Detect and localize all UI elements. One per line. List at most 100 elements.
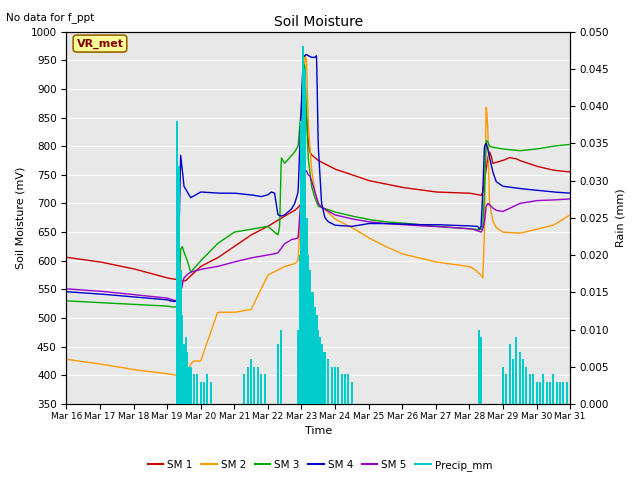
Bar bbox=[178, 166, 180, 404]
SM 2 bbox=[63, 357, 70, 362]
SM 3 bbox=[122, 301, 130, 307]
Line: SM 4: SM 4 bbox=[67, 55, 570, 301]
Text: VR_met: VR_met bbox=[76, 38, 124, 48]
SM 4 bbox=[276, 213, 284, 219]
Bar bbox=[556, 382, 557, 404]
Bar bbox=[280, 329, 282, 404]
Bar bbox=[340, 374, 343, 404]
Bar bbox=[317, 329, 319, 404]
Bar bbox=[314, 307, 316, 404]
Bar bbox=[348, 374, 349, 404]
Bar bbox=[253, 367, 255, 404]
SM 4 bbox=[287, 207, 294, 213]
SM 4 bbox=[102, 291, 109, 297]
SM 1 bbox=[566, 169, 574, 175]
Line: SM 5: SM 5 bbox=[67, 170, 570, 301]
SM 2 bbox=[180, 378, 188, 384]
Bar bbox=[545, 382, 548, 404]
Bar bbox=[188, 367, 190, 404]
Title: Soil Moisture: Soil Moisture bbox=[274, 15, 363, 29]
Bar bbox=[509, 345, 511, 404]
Bar bbox=[304, 69, 306, 404]
Bar bbox=[563, 382, 564, 404]
Bar bbox=[351, 382, 353, 404]
Bar bbox=[300, 121, 303, 404]
Bar bbox=[327, 360, 330, 404]
Bar bbox=[316, 314, 317, 404]
Bar bbox=[210, 382, 212, 404]
Bar bbox=[506, 374, 508, 404]
SM 1 bbox=[350, 173, 358, 179]
Bar bbox=[247, 367, 249, 404]
SM 2 bbox=[287, 262, 294, 268]
Bar bbox=[302, 47, 304, 404]
X-axis label: Time: Time bbox=[305, 426, 332, 436]
SM 5 bbox=[350, 216, 358, 222]
Bar bbox=[189, 367, 191, 404]
Bar bbox=[312, 292, 314, 404]
Bar bbox=[542, 374, 544, 404]
SM 2 bbox=[301, 52, 309, 58]
Bar bbox=[193, 374, 195, 404]
Bar bbox=[196, 374, 198, 404]
SM 5 bbox=[122, 291, 130, 297]
Bar bbox=[203, 382, 205, 404]
SM 4 bbox=[296, 142, 304, 148]
SM 1 bbox=[303, 113, 310, 119]
SM 4 bbox=[170, 299, 178, 304]
Bar bbox=[331, 367, 333, 404]
SM 4 bbox=[303, 52, 310, 58]
SM 1 bbox=[287, 210, 294, 216]
Bar bbox=[519, 352, 521, 404]
Bar bbox=[307, 255, 309, 404]
Y-axis label: Rain (mm): Rain (mm) bbox=[615, 189, 625, 247]
SM 2 bbox=[350, 226, 358, 231]
Bar bbox=[309, 270, 311, 404]
Bar bbox=[277, 345, 279, 404]
SM 3 bbox=[102, 300, 109, 306]
Bar bbox=[512, 360, 514, 404]
SM 3 bbox=[296, 121, 304, 127]
SM 3 bbox=[63, 298, 70, 304]
Bar bbox=[250, 360, 252, 404]
SM 5 bbox=[287, 237, 294, 243]
Bar bbox=[552, 374, 554, 404]
SM 5 bbox=[63, 286, 70, 292]
Text: No data for f_ppt: No data for f_ppt bbox=[6, 12, 95, 23]
SM 1 bbox=[63, 254, 70, 260]
SM 3 bbox=[350, 214, 358, 219]
Bar bbox=[323, 352, 324, 404]
Bar bbox=[200, 382, 202, 404]
Bar bbox=[207, 374, 209, 404]
Bar bbox=[184, 337, 187, 404]
Bar bbox=[257, 367, 259, 404]
Bar bbox=[337, 367, 339, 404]
Bar bbox=[566, 382, 568, 404]
SM 3 bbox=[300, 60, 307, 66]
Bar bbox=[297, 329, 299, 404]
SM 1 bbox=[102, 260, 109, 266]
Bar bbox=[180, 270, 182, 404]
Bar bbox=[559, 382, 561, 404]
Bar bbox=[183, 345, 185, 404]
SM 5 bbox=[102, 289, 109, 295]
Bar bbox=[324, 352, 326, 404]
Line: SM 1: SM 1 bbox=[67, 116, 570, 281]
SM 2 bbox=[566, 212, 574, 218]
Legend: SM 1, SM 2, SM 3, SM 4, SM 5, Precip_mm: SM 1, SM 2, SM 3, SM 4, SM 5, Precip_mm bbox=[143, 456, 497, 475]
Bar bbox=[186, 352, 188, 404]
Bar bbox=[334, 367, 336, 404]
Line: SM 3: SM 3 bbox=[67, 63, 570, 307]
SM 1 bbox=[276, 216, 284, 222]
SM 4 bbox=[566, 190, 574, 196]
SM 4 bbox=[122, 293, 130, 299]
SM 5 bbox=[173, 298, 180, 304]
SM 2 bbox=[102, 362, 109, 368]
SM 1 bbox=[180, 278, 188, 284]
Bar bbox=[181, 314, 183, 404]
Bar bbox=[502, 367, 504, 404]
Bar bbox=[264, 374, 266, 404]
Line: SM 2: SM 2 bbox=[67, 55, 570, 381]
SM 5 bbox=[296, 210, 304, 216]
Bar bbox=[532, 374, 534, 404]
